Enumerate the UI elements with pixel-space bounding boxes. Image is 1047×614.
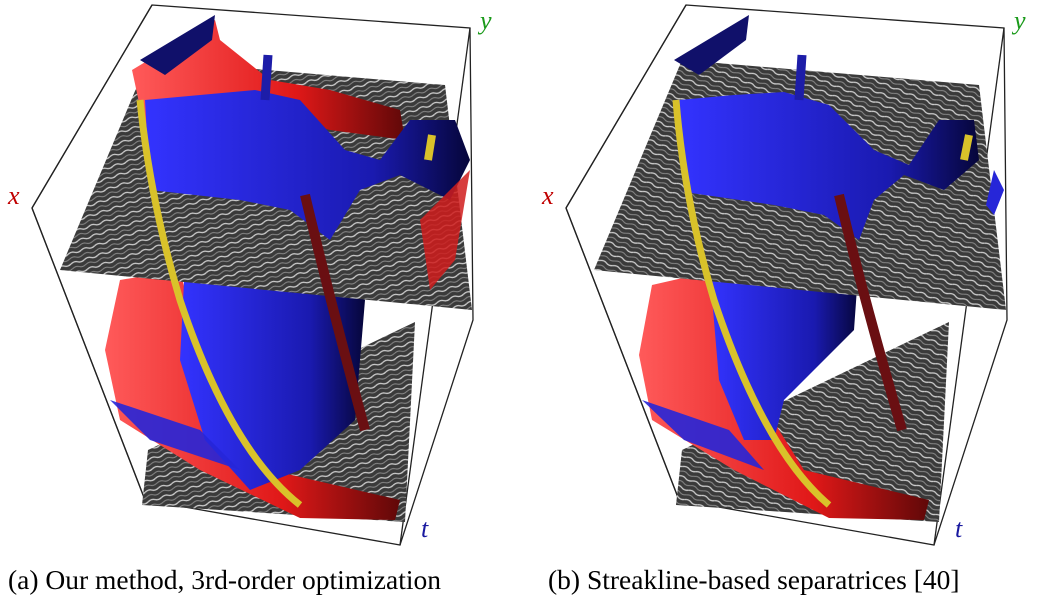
spacetime-volume-render-a (31, 4, 474, 546)
repelling-separatrix-surface-upper (145, 90, 470, 240)
attracting-separatrix-surface-lower (105, 270, 400, 520)
repelling-separatrix-surface-lower (709, 260, 859, 440)
bounding-box-frame (565, 4, 1008, 546)
figure-panel-b: x y t (524, 0, 1047, 560)
axis-label-x: x (8, 181, 20, 210)
axis-label-y: y (480, 6, 492, 35)
axis-label-x: x (542, 181, 554, 210)
repelling-separatrix-surface-lower (180, 255, 365, 490)
critical-line-source (260, 54, 273, 101)
critical-line-saddle (672, 99, 832, 508)
axis-label-y: y (1014, 6, 1026, 35)
caption-b: (b) Streakline-based separatrices [40] (548, 564, 960, 595)
critical-line-sink (834, 193, 907, 432)
axis-label-t: t (955, 514, 963, 543)
spacetime-volume-render-b (565, 4, 1008, 546)
critical-line-saddle (136, 99, 303, 508)
axis-label-t: t (421, 514, 429, 543)
critical-line-sink (300, 193, 370, 432)
attracting-separatrix-surface-lower (639, 272, 929, 520)
critical-line-source (794, 54, 807, 101)
caption-a: (a) Our method, 3rd-order optimization (8, 564, 441, 595)
repelling-separatrix-surface-upper (679, 92, 979, 240)
figure-panel-a: x y t (0, 0, 523, 560)
